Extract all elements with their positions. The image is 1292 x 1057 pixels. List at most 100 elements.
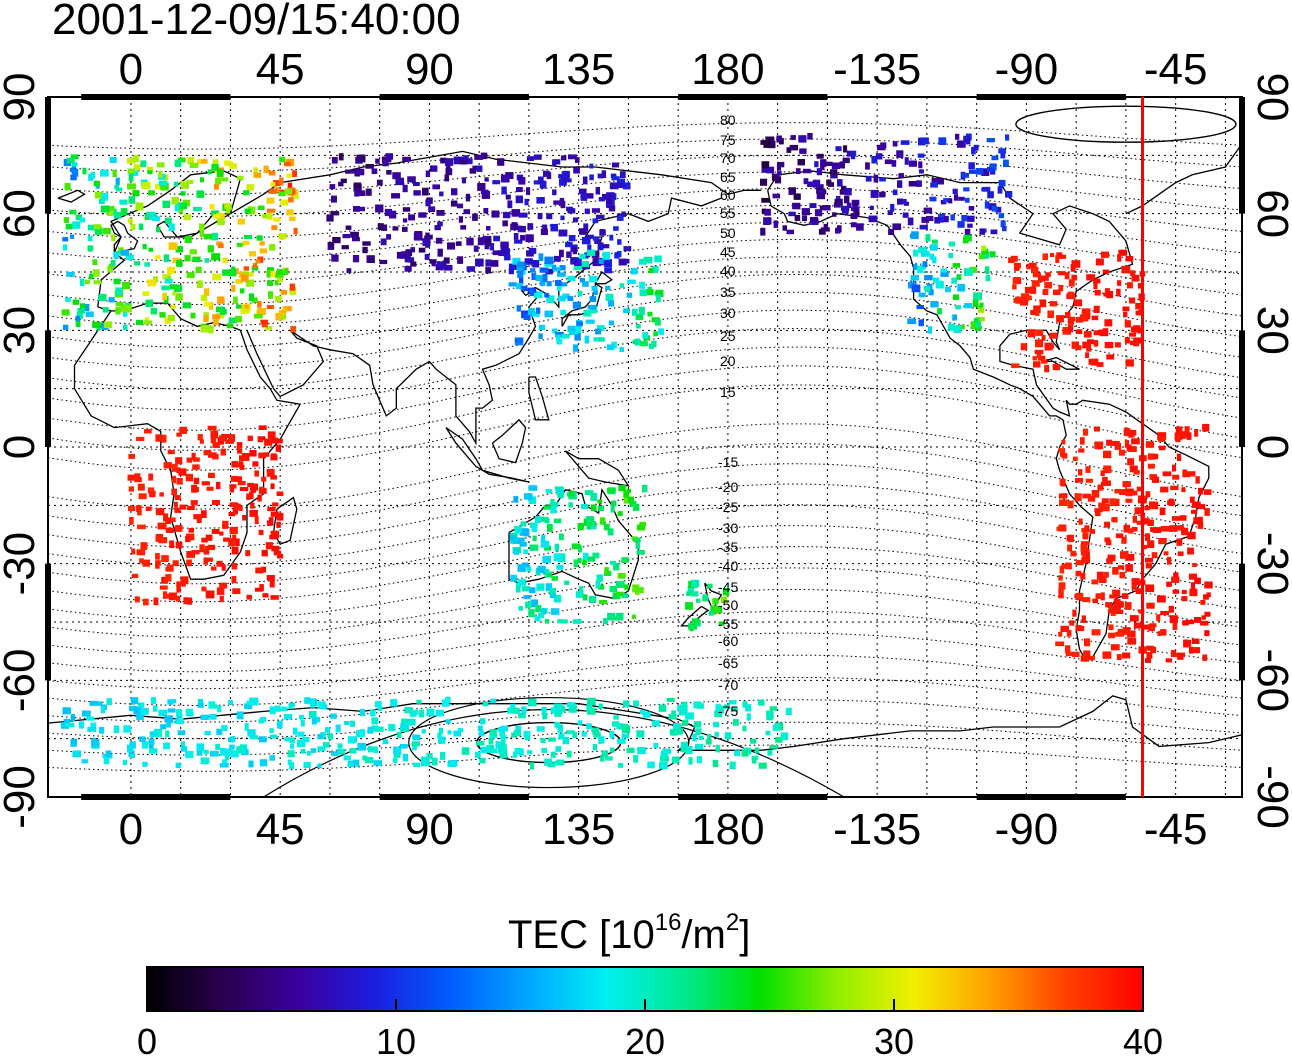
tec-cell xyxy=(148,212,157,220)
tec-cell xyxy=(158,170,163,179)
tec-cell xyxy=(1077,469,1083,476)
tec-cell xyxy=(579,230,588,235)
tec-cell xyxy=(633,700,639,707)
tec-cell xyxy=(222,269,230,276)
tec-cell xyxy=(253,484,258,490)
tec-cell xyxy=(255,567,264,574)
tec-cell xyxy=(1177,551,1184,556)
tec-cell xyxy=(1166,556,1172,565)
tec-cell xyxy=(243,234,252,239)
tec-cell xyxy=(216,212,225,219)
tec-cell xyxy=(553,255,561,262)
tec-cell xyxy=(916,180,922,187)
tec-cell xyxy=(635,323,641,329)
tec-cell xyxy=(199,544,205,553)
tec-cell xyxy=(1100,470,1105,477)
tec-cell xyxy=(208,472,215,479)
tec-cell xyxy=(1058,575,1063,581)
tec-cell xyxy=(552,328,558,334)
tec-cell xyxy=(963,268,973,276)
tec-cell xyxy=(978,253,987,260)
tec-cell xyxy=(1067,291,1075,298)
tec-cell xyxy=(760,178,768,186)
tec-cell xyxy=(266,269,271,278)
tec-cell xyxy=(185,179,194,184)
tec-cell xyxy=(516,187,523,193)
tec-cell xyxy=(258,529,264,536)
tec-cell xyxy=(1171,576,1180,583)
tec-cell xyxy=(1117,628,1124,634)
tec-cell xyxy=(562,736,570,745)
tec-cell xyxy=(898,173,904,178)
tec-cell xyxy=(77,308,85,314)
tec-cell xyxy=(107,265,114,273)
tec-cell xyxy=(120,249,130,256)
tec-cell xyxy=(199,177,204,183)
tec-cell xyxy=(1127,638,1137,645)
tec-cell xyxy=(229,484,237,489)
tec-cell xyxy=(371,725,379,732)
tec-cell xyxy=(488,737,494,745)
tec-cell xyxy=(262,593,269,598)
tec-cell xyxy=(93,739,100,746)
tec-cell xyxy=(315,716,321,723)
tec-cell xyxy=(240,288,245,294)
tec-cell xyxy=(1082,533,1089,540)
tec-cell xyxy=(1115,631,1125,637)
tec-cell xyxy=(555,331,564,338)
tec-cell xyxy=(1176,538,1183,546)
tec-cell xyxy=(179,202,188,210)
contour-label: -70 xyxy=(718,677,738,693)
tec-cell xyxy=(932,256,937,264)
tec-cell xyxy=(666,697,675,702)
tec-cell xyxy=(1091,490,1100,498)
tec-cell xyxy=(128,218,133,224)
tec-cell xyxy=(724,732,732,740)
tec-cell xyxy=(998,148,1007,154)
tec-cell xyxy=(455,241,462,246)
tec-cell xyxy=(532,260,540,268)
tec-cell xyxy=(934,219,941,224)
tec-cell xyxy=(203,450,212,456)
tec-cell xyxy=(850,154,856,160)
tec-cell xyxy=(269,534,277,540)
tec-cell xyxy=(1034,349,1044,355)
tec-cell xyxy=(239,487,249,492)
tec-cell xyxy=(546,281,552,287)
tec-cell xyxy=(528,485,538,491)
tec-cell xyxy=(579,253,586,259)
tec-cell xyxy=(830,169,838,176)
tec-cell xyxy=(466,266,475,272)
tec-cell xyxy=(517,270,524,278)
tec-cell xyxy=(1095,509,1101,516)
tec-cell xyxy=(616,612,624,621)
tec-cell xyxy=(435,237,443,244)
tec-cell xyxy=(551,264,557,270)
contour-line xyxy=(48,346,1242,431)
tec-cell xyxy=(259,486,265,492)
tec-cell xyxy=(254,313,263,319)
tec-cell xyxy=(760,140,767,145)
tec-cell xyxy=(215,177,222,185)
tec-cell xyxy=(265,542,273,550)
tec-cell xyxy=(611,341,617,349)
tec-cell xyxy=(559,533,564,541)
tec-cell xyxy=(424,235,430,241)
tec-cell xyxy=(572,732,578,739)
tec-cell xyxy=(1031,280,1040,287)
tec-cell xyxy=(453,156,462,165)
tec-cell xyxy=(1067,500,1074,509)
coastline-iceland xyxy=(57,189,86,203)
tec-cell xyxy=(1115,609,1124,614)
tec-cell xyxy=(247,272,254,277)
tec-cell xyxy=(243,190,250,196)
tec-cell xyxy=(369,709,376,717)
tec-cell xyxy=(330,713,337,719)
tec-cell xyxy=(228,317,237,324)
tec-cell xyxy=(392,757,398,764)
tec-cell xyxy=(183,214,191,221)
tec-cell xyxy=(172,560,179,567)
tec-cell xyxy=(247,729,256,737)
tec-cell xyxy=(489,243,495,251)
tec-cell xyxy=(239,461,244,468)
